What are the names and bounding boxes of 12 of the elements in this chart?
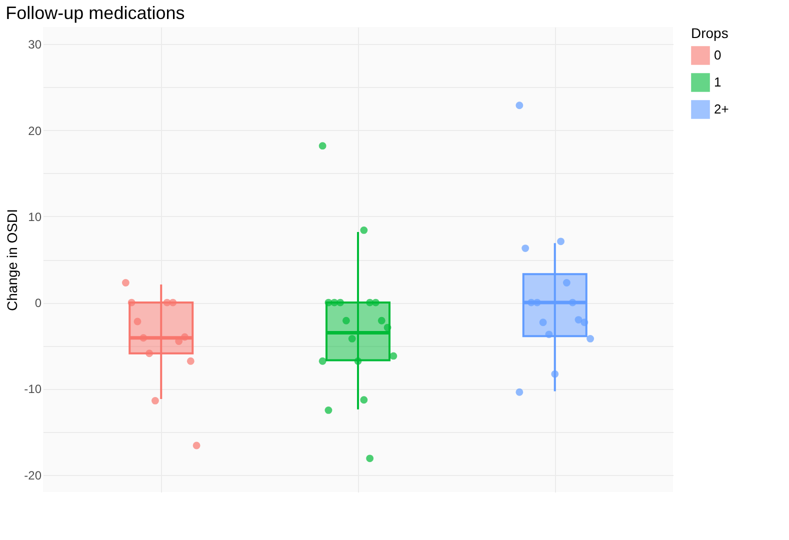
legend-label: 0 — [714, 48, 722, 62]
y-tick-label: -10 — [24, 382, 42, 396]
y-tick-label: 10 — [28, 210, 42, 224]
legend-label: 2+ — [714, 102, 729, 116]
chart-title: Follow-up medications — [6, 3, 185, 23]
y-tick-label: 0 — [34, 296, 42, 310]
legend-title: Drops — [691, 25, 728, 41]
y-tick-label: 20 — [28, 124, 42, 138]
y-tick-label: 30 — [28, 38, 42, 52]
y-axis-title: Change in OSDI — [4, 209, 20, 311]
y-tick-label: -20 — [24, 468, 42, 482]
legend-label: 1 — [714, 74, 722, 90]
